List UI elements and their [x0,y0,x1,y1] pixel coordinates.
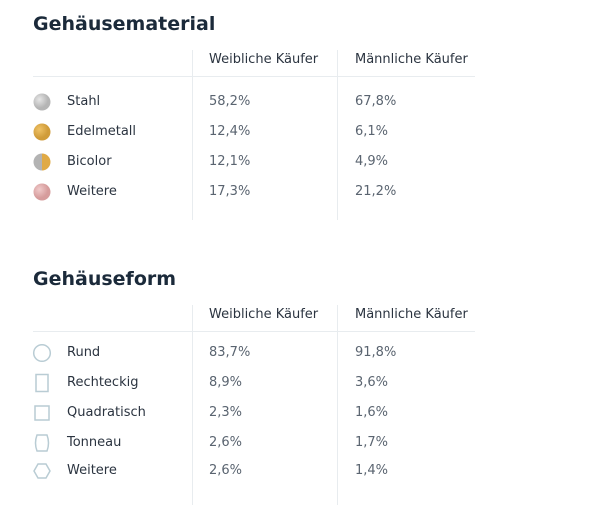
row-icon [32,182,52,202]
row-label: Stahl [67,94,101,109]
cell-value: 21,2% [355,184,397,199]
column-header: Männliche Käufer [355,307,468,322]
cell-value: 17,3% [209,184,251,199]
column-divider [192,50,193,220]
section-title: Gehäusematerial [33,13,216,35]
row-label: Tonneau [67,435,122,450]
row-icon [32,373,52,393]
cell-value: 12,4% [209,124,251,139]
cell-value: 2,3% [209,405,243,420]
row-icon [32,122,52,142]
row-label: Rund [67,345,101,360]
cell-value: 6,1% [355,124,389,139]
cell-value: 83,7% [209,345,251,360]
cell-value: 2,6% [209,463,243,478]
cell-value: 12,1% [209,154,251,169]
row-label: Weitere [67,463,117,478]
cell-value: 58,2% [209,94,251,109]
column-divider [337,305,338,505]
cell-value: 4,9% [355,154,389,169]
row-icon [32,152,52,172]
row-icon [32,343,52,363]
cell-value: 8,9% [209,375,243,390]
column-divider [337,50,338,220]
row-label: Quadratisch [67,405,146,420]
row-label: Rechteckig [67,375,139,390]
cell-value: 1,7% [355,435,389,450]
row-icon [32,433,52,453]
row-label: Edelmetall [67,124,137,139]
cell-value: 1,4% [355,463,389,478]
cell-value: 67,8% [355,94,397,109]
column-divider [192,305,193,505]
column-header: Weibliche Käufer [209,52,319,67]
divider [33,331,475,332]
row-icon [32,403,52,423]
section-title: Gehäuseform [33,268,177,290]
cell-value: 91,8% [355,345,397,360]
row-label: Weitere [67,184,117,199]
column-header: Männliche Käufer [355,52,468,67]
cell-value: 1,6% [355,405,389,420]
divider [33,76,475,77]
row-icon [32,461,52,481]
cell-value: 3,6% [355,375,389,390]
row-icon [32,92,52,112]
row-label: Bicolor [67,154,112,169]
cell-value: 2,6% [209,435,243,450]
column-header: Weibliche Käufer [209,307,319,322]
